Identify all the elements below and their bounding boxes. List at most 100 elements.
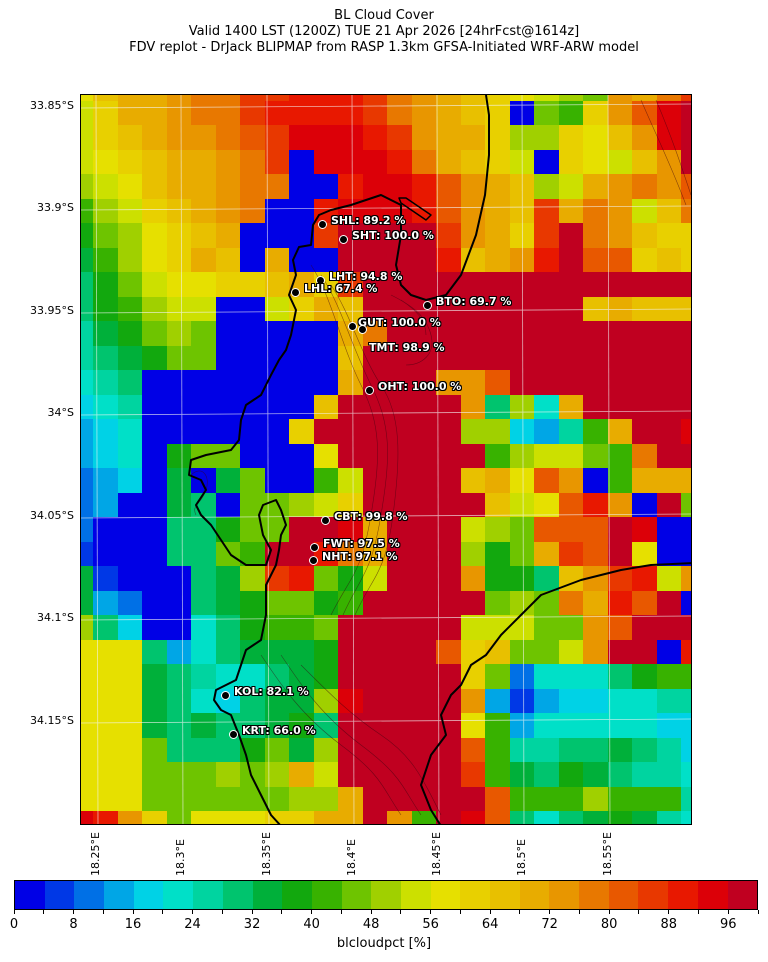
heatmap-cell [118, 223, 143, 249]
heatmap-cell [142, 321, 168, 347]
heatmap-cell [338, 566, 364, 592]
heatmap-cell [142, 419, 168, 445]
heatmap-cell [632, 346, 658, 371]
heatmap-cell [412, 395, 437, 420]
colorbar-swatch [104, 881, 134, 909]
heatmap-cell [93, 321, 119, 347]
heatmap-cell [583, 468, 609, 494]
station-dot-icon[interactable] [318, 220, 327, 229]
heatmap-cell [436, 199, 462, 224]
heatmap-cell [289, 370, 315, 396]
heatmap-cell [314, 346, 339, 371]
heatmap-cell [412, 272, 437, 298]
x-tick-label: 18.25°E [89, 832, 102, 876]
colorbar-tick [281, 910, 283, 914]
heatmap-cell [681, 199, 691, 224]
heatmap-cell [363, 689, 388, 714]
heatmap-cell [289, 468, 315, 494]
heatmap-cell [412, 517, 437, 543]
station-label-sht: SHT: 100.0 % [352, 229, 434, 242]
station-dot-icon[interactable] [310, 543, 319, 552]
heatmap-cell [510, 468, 535, 494]
heatmap-cell [240, 223, 266, 249]
station-dot-icon[interactable] [423, 301, 432, 310]
heatmap-cell [657, 444, 682, 469]
heatmap-cell [583, 174, 609, 200]
heatmap-cell [485, 591, 511, 616]
heatmap-cell [118, 95, 143, 102]
heatmap-cell [608, 542, 633, 567]
heatmap-cell [142, 738, 168, 763]
heatmap-cell [485, 297, 511, 322]
heatmap-cell [363, 640, 388, 665]
heatmap-cell [81, 248, 94, 273]
heatmap-cell [81, 664, 94, 690]
colorbar-swatch [579, 881, 609, 909]
station-dot-icon[interactable] [309, 556, 318, 565]
heatmap-cell [240, 713, 266, 739]
station-dot-icon[interactable] [365, 386, 374, 395]
heatmap-cell [632, 689, 658, 714]
station-dot-icon[interactable] [229, 730, 238, 739]
heatmap-cell [559, 615, 584, 641]
colorbar-tick-label: 40 [303, 917, 320, 932]
colorbar-swatch [727, 881, 758, 909]
heatmap-cell [338, 101, 364, 126]
heatmap-cell [289, 591, 315, 616]
colorbar-swatch [252, 881, 283, 909]
heatmap-cell [461, 468, 486, 494]
heatmap-cell [534, 346, 560, 371]
heatmap-cell [485, 493, 511, 518]
heatmap-cell [142, 199, 168, 224]
heatmap-cell [608, 689, 633, 714]
station-dot-icon[interactable] [339, 235, 348, 244]
heatmap-cell [461, 272, 486, 298]
heatmap-cell [338, 248, 364, 273]
colorbar-swatch [44, 881, 75, 909]
station-dot-icon[interactable] [348, 322, 357, 331]
station-dot-icon[interactable] [291, 288, 300, 297]
colorbar-swatch [490, 881, 520, 909]
x-tick-label: 18.35°E [260, 832, 273, 876]
heatmap-cell [583, 517, 609, 543]
heatmap-cell [608, 591, 633, 616]
heatmap-cell [583, 615, 609, 641]
heatmap-cell [559, 713, 584, 739]
station-dot-icon[interactable] [358, 325, 367, 334]
heatmap-cell [142, 713, 168, 739]
chart-title: BL Cloud Cover [334, 8, 434, 23]
heatmap-cell [485, 199, 511, 224]
heatmap-cell [534, 223, 560, 249]
heatmap-cell [583, 493, 609, 518]
heatmap-cell [216, 370, 241, 396]
heatmap-cell [461, 125, 486, 151]
station-dot-icon[interactable] [321, 516, 330, 525]
heatmap-cell [485, 370, 511, 396]
heatmap-cell [265, 223, 290, 249]
heatmap-cell [608, 150, 633, 175]
heatmap-cell [608, 321, 633, 347]
heatmap-cell [632, 248, 658, 273]
colorbar-tick-label: 88 [660, 917, 677, 932]
heatmap-cell [387, 689, 413, 714]
heatmap-cell [461, 591, 486, 616]
heatmap-cell [657, 346, 682, 371]
heatmap-cell [534, 444, 560, 469]
heatmap-cell [142, 370, 168, 396]
heatmap-cell [363, 321, 388, 347]
heatmap-cell [436, 444, 462, 469]
cloud-cover-map[interactable]: SHL: 89.2 % SHT: 100.0 % LHT: 94.8 % LHL: 6… [80, 94, 692, 825]
heatmap-cell [387, 125, 413, 151]
heatmap-cell [93, 346, 119, 371]
heatmap-cell [461, 419, 486, 445]
heatmap-cell [510, 346, 535, 371]
heatmap-cell [583, 542, 609, 567]
heatmap-cell [436, 297, 462, 322]
heatmap-cell [412, 125, 437, 151]
heatmap-cell [461, 174, 486, 200]
heatmap-cell [436, 493, 462, 518]
heatmap-cell [510, 566, 535, 592]
heatmap-cell [191, 346, 217, 371]
heatmap-cell [93, 370, 119, 396]
station-dot-icon[interactable] [221, 691, 230, 700]
